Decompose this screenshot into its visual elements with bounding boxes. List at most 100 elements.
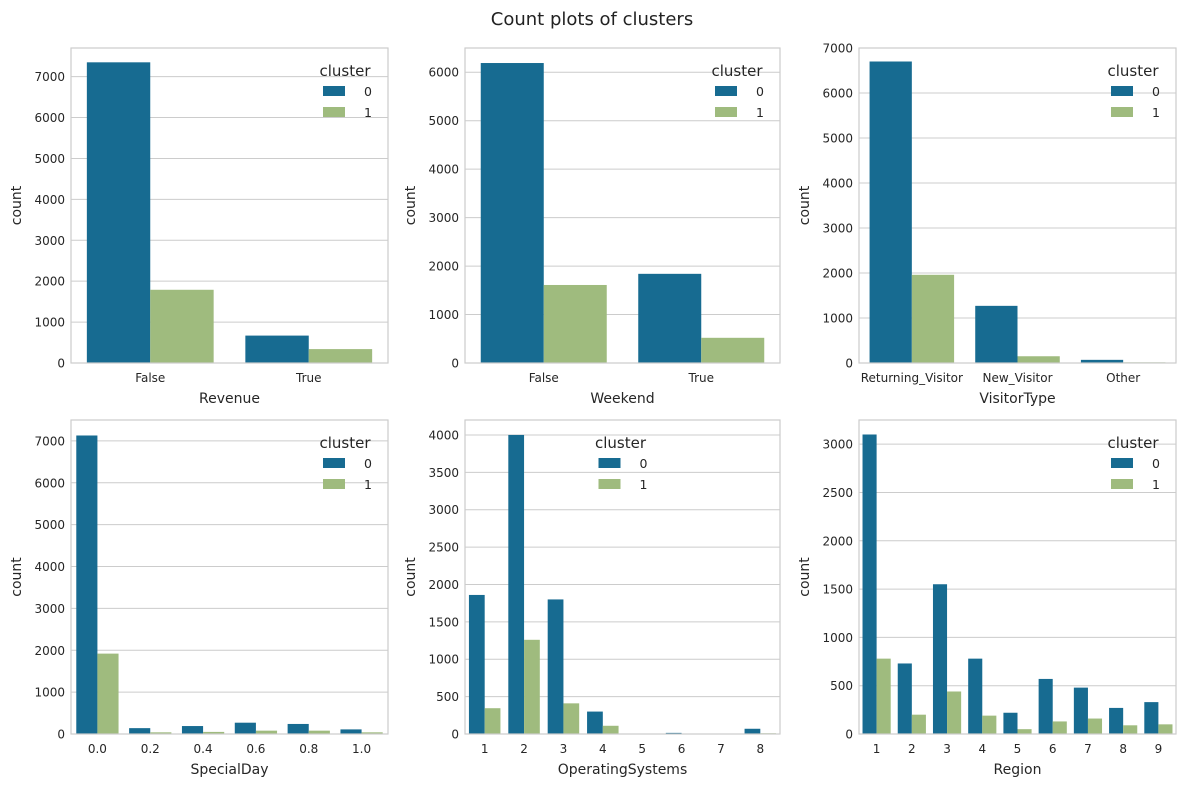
x-tick-label: True [688,371,715,385]
legend-swatch-1 [323,479,345,489]
y-tick-label: 5000 [822,132,853,146]
y-axis-label: count [9,185,25,225]
x-axis-label: Revenue [199,391,260,407]
y-tick-label: 4000 [34,560,65,574]
legend-label: 0 [756,84,764,99]
bar-cluster-0 [1073,687,1088,734]
y-tick-label: 500 [436,690,459,704]
bar-cluster-1 [150,289,214,363]
x-tick-label: 9 [1155,742,1163,756]
bar-cluster-0 [76,435,98,734]
bar-cluster-1 [1017,729,1032,734]
bar-cluster-0 [287,723,309,734]
y-tick-label: 7000 [822,42,853,56]
x-tick-label: 6 [1049,742,1057,756]
y-tick-label: 6000 [822,87,853,101]
x-axis-label: Weekend [590,391,654,407]
x-tick-label: True [295,371,322,385]
y-tick-label: 2500 [428,541,459,555]
x-tick-label: 2 [520,742,528,756]
x-tick-label: 0.2 [141,742,160,756]
y-tick-label: 1000 [428,308,459,322]
subplot-specialday: 0 1000 2000 3000 4000 5000 6000 7000 0.0 0.2 0.4 0.… [9,419,389,778]
y-tick-label: 1500 [428,615,459,629]
y-tick-label: 0 [845,357,853,371]
y-tick-label: 5000 [428,114,459,128]
legend-label: 1 [1152,105,1160,120]
bar-cluster-1 [484,708,501,734]
x-tick-label: Other [1106,371,1140,385]
bar-cluster-0 [181,726,204,734]
x-axis-label: SpecialDay [190,762,268,778]
bar-cluster-0 [480,63,544,364]
x-tick-label: 7 [1084,742,1092,756]
bar-cluster-0 [1109,707,1124,734]
x-tick-label: Returning_Visitor [861,371,963,385]
y-tick-label: 0 [451,728,459,742]
bar-cluster-0 [1038,678,1053,734]
bar-cluster-1 [563,703,580,734]
legend-label: 0 [1152,84,1160,99]
bar-cluster-1 [982,715,997,734]
axes-frame [464,419,781,735]
legend-label: 1 [1152,477,1160,492]
y-tick-label: 0 [57,357,65,371]
x-axis-label: VisitorType [979,391,1055,407]
y-tick-label: 7000 [34,70,65,84]
y-tick-label: 1000 [34,686,65,700]
bar-cluster-0 [1080,359,1124,363]
legend-label: 0 [364,456,372,471]
legend-title: cluster [319,434,371,452]
legend-swatch-1 [1111,479,1133,489]
y-tick-label: 5000 [34,152,65,166]
y-tick-label: 4000 [34,193,65,207]
bar-cluster-0 [1144,702,1159,734]
bar-cluster-1 [1052,721,1067,734]
bar-cluster-1 [203,731,225,734]
bar-cluster-1 [911,714,926,734]
y-tick-label: 1000 [822,631,853,645]
bar-cluster-0 [547,599,564,734]
legend-label: 0 [364,84,372,99]
x-tick-label: 4 [599,742,607,756]
x-tick-label: 0.0 [88,742,107,756]
legend-label: 1 [364,105,372,120]
legend-swatch-0 [323,86,345,96]
legend-title: cluster [711,62,763,80]
legend: cluster 0 1 [1107,62,1160,120]
x-tick-label: New_Visitor [982,371,1052,385]
legend-title: cluster [595,434,647,452]
x-tick-label: 0.6 [246,742,265,756]
bar-cluster-1 [361,732,383,734]
x-tick-label: False [529,371,559,385]
axes-frame [70,419,389,735]
bar-cluster-1 [1017,356,1060,363]
legend-label: 1 [364,477,372,492]
y-tick-label: 6000 [428,66,459,80]
y-tick-label: 0 [845,728,853,742]
legend-label: 0 [640,456,648,471]
bar-cluster-0 [869,61,912,363]
legend-swatch-0 [598,458,621,468]
y-tick-label: 3000 [34,234,65,248]
bar-cluster-0 [129,728,151,734]
y-tick-label: 6000 [34,111,65,125]
bar-cluster-1 [701,337,765,363]
bar-cluster-1 [308,349,373,363]
bar-cluster-0 [86,62,151,364]
y-tick-label: 1000 [822,312,853,326]
bar-cluster-1 [543,284,607,363]
x-tick-label: 5 [1014,742,1022,756]
bar-cluster-0 [862,434,877,734]
y-tick-label: 1500 [822,583,853,597]
x-tick-label: 0.4 [194,742,213,756]
y-tick-label: 5000 [34,518,65,532]
x-tick-label: False [135,371,165,385]
y-tick-label: 500 [830,679,853,693]
x-tick-label: 6 [678,742,686,756]
axes-frame [858,419,1177,735]
bar-cluster-0 [932,584,948,734]
y-tick-label: 1000 [428,653,459,667]
legend: cluster 0 1 [319,434,372,492]
y-tick-label: 2000 [428,260,459,274]
